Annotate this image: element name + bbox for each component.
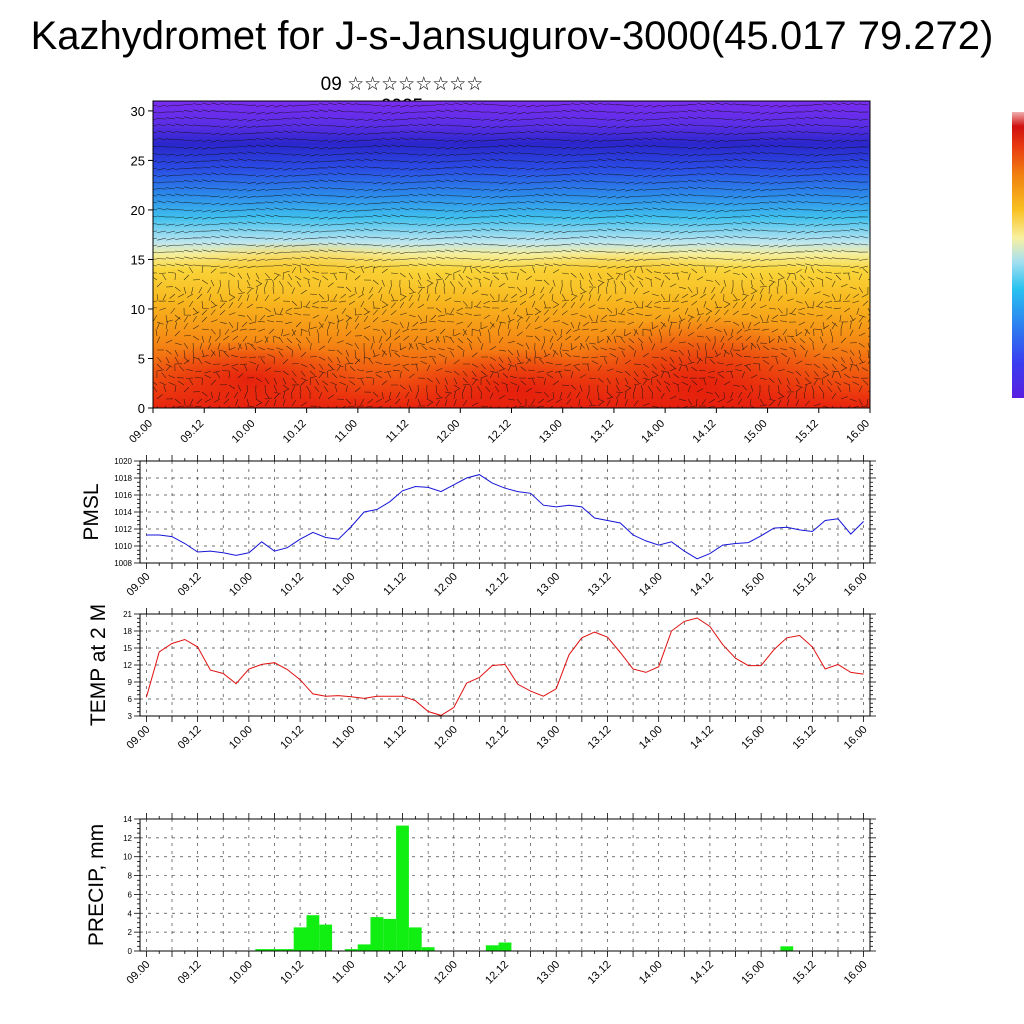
- cs-y-tick-label: 5: [138, 351, 145, 366]
- cs-x-tick-label: 11.00: [333, 418, 360, 445]
- cs-x-tick-label: 10.12: [281, 418, 309, 446]
- cs-x-tick-label: 12.12: [486, 418, 514, 446]
- page-title: Kazhydromet for J-s-Jansugurov-3000(45.0…: [30, 14, 994, 58]
- cs-x-tick-label: 14.00: [639, 418, 667, 446]
- cs-x-tick-label: 16.00: [844, 418, 872, 446]
- cs-y-tick-label: 25: [131, 153, 145, 168]
- cs-x-tick-label: 13.00: [537, 418, 565, 446]
- cs-x-tick-label: 15.12: [793, 418, 821, 446]
- cs-y-tick-label: 20: [131, 203, 145, 218]
- cs-y-tick-label: 15: [131, 252, 145, 267]
- cs-x-tick-label: 09.12: [178, 418, 206, 446]
- cs-x-tick-label: 15.00: [742, 418, 770, 446]
- cs-x-tick-label: 12.00: [434, 418, 462, 446]
- cs-x-tick-label: 10.00: [230, 418, 258, 446]
- cs-x-tick-label: 09.00: [127, 418, 155, 446]
- cs-y-tick-label: 0: [138, 401, 145, 416]
- cs-y-tick-label: 30: [131, 104, 145, 119]
- cs-x-tick-label: 13.12: [588, 418, 616, 446]
- cs-y-tick-label: 10: [131, 302, 145, 317]
- cs-x-tick-label: 11.12: [384, 418, 411, 445]
- colorbar: [1012, 112, 1024, 398]
- cs-x-tick-label: 14.12: [691, 418, 719, 446]
